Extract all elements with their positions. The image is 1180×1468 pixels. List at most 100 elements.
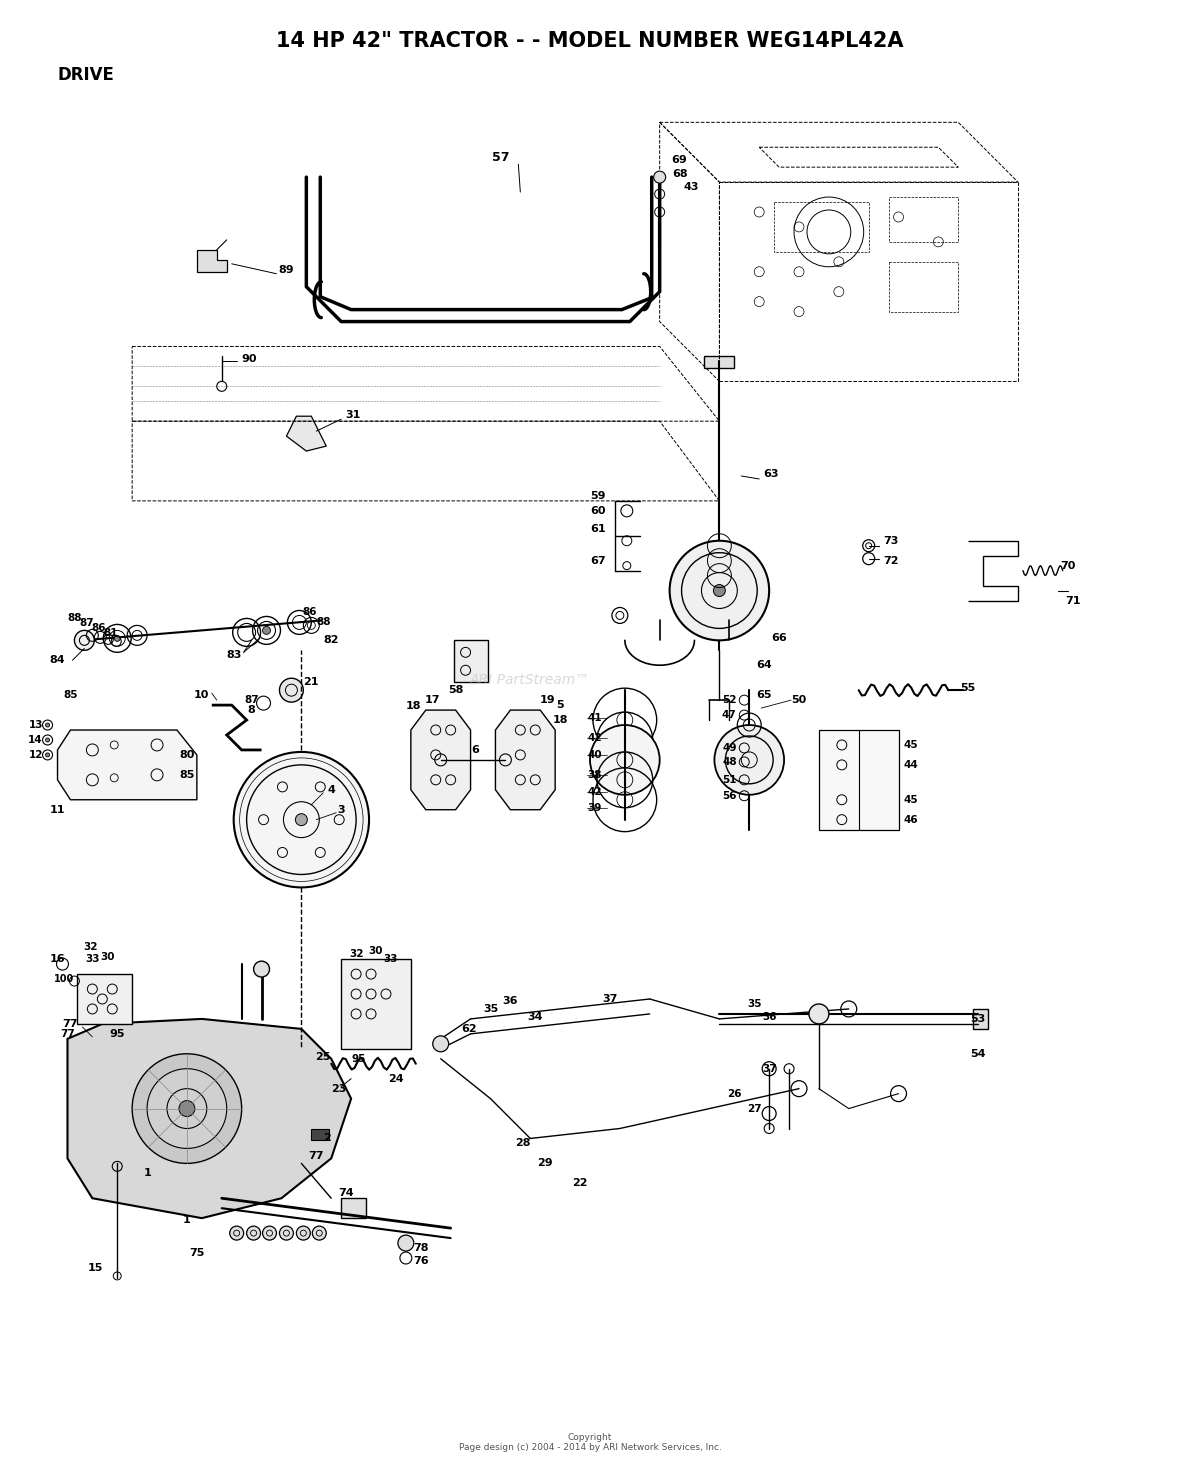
Text: ARI PartStream™: ARI PartStream™ xyxy=(470,674,590,687)
Circle shape xyxy=(398,1235,414,1251)
Text: 60: 60 xyxy=(590,506,605,515)
Circle shape xyxy=(313,1226,326,1240)
Text: 11: 11 xyxy=(50,804,65,815)
Text: 80: 80 xyxy=(179,750,195,760)
Text: 23: 23 xyxy=(332,1083,347,1094)
Circle shape xyxy=(230,1226,243,1240)
Text: 18: 18 xyxy=(552,715,568,725)
Circle shape xyxy=(295,813,307,825)
Text: 21: 21 xyxy=(303,677,319,687)
Text: 67: 67 xyxy=(590,556,605,565)
Bar xyxy=(704,357,734,368)
Bar xyxy=(341,1198,366,1218)
Text: 61: 61 xyxy=(590,524,605,534)
Text: 39: 39 xyxy=(588,803,602,813)
Text: 44: 44 xyxy=(903,760,918,769)
Text: 37: 37 xyxy=(602,994,617,1004)
Circle shape xyxy=(46,753,50,757)
Text: 40: 40 xyxy=(588,750,602,760)
Text: 52: 52 xyxy=(722,696,736,705)
Text: 26: 26 xyxy=(727,1089,741,1098)
Circle shape xyxy=(669,540,769,640)
Text: 16: 16 xyxy=(50,954,65,964)
Text: 22: 22 xyxy=(572,1179,588,1188)
Text: 75: 75 xyxy=(189,1248,204,1258)
Text: 88: 88 xyxy=(316,618,330,627)
Circle shape xyxy=(714,584,726,596)
Text: 85: 85 xyxy=(179,769,195,780)
Circle shape xyxy=(114,636,120,642)
Text: 13: 13 xyxy=(28,719,42,730)
Circle shape xyxy=(148,1069,227,1148)
Text: 47: 47 xyxy=(722,711,736,721)
Circle shape xyxy=(247,1226,261,1240)
Bar xyxy=(312,1129,329,1141)
Text: 54: 54 xyxy=(970,1048,986,1058)
Text: 36: 36 xyxy=(762,1011,776,1022)
Text: 15: 15 xyxy=(87,1262,103,1273)
Polygon shape xyxy=(411,711,471,810)
Text: 48: 48 xyxy=(722,757,736,766)
Text: 32: 32 xyxy=(83,942,98,953)
Polygon shape xyxy=(67,1019,352,1218)
Text: 56: 56 xyxy=(722,791,736,800)
Circle shape xyxy=(46,738,50,741)
Text: 29: 29 xyxy=(537,1158,553,1169)
Text: 4: 4 xyxy=(327,785,335,794)
Text: 6: 6 xyxy=(472,744,479,755)
Text: 86: 86 xyxy=(302,608,316,618)
Text: 78: 78 xyxy=(413,1243,428,1254)
Text: 31: 31 xyxy=(346,410,361,420)
Text: 14: 14 xyxy=(28,735,42,744)
Text: 41: 41 xyxy=(588,713,602,724)
Text: 82: 82 xyxy=(323,636,339,646)
Text: 63: 63 xyxy=(763,468,779,479)
Text: 100: 100 xyxy=(54,975,74,984)
Text: 19: 19 xyxy=(539,696,555,705)
Text: 69: 69 xyxy=(671,156,688,166)
Text: 27: 27 xyxy=(747,1104,761,1114)
Bar xyxy=(341,959,411,1048)
Text: 71: 71 xyxy=(1066,596,1081,605)
Circle shape xyxy=(179,1101,195,1117)
Text: 58: 58 xyxy=(448,686,464,696)
Text: 87: 87 xyxy=(79,618,93,628)
Text: 35: 35 xyxy=(483,1004,498,1014)
Text: 85: 85 xyxy=(64,690,78,700)
Text: 87: 87 xyxy=(244,696,258,705)
Bar xyxy=(78,975,132,1023)
Text: 10: 10 xyxy=(195,690,210,700)
Circle shape xyxy=(46,724,50,727)
Text: 81: 81 xyxy=(103,628,118,639)
Text: 25: 25 xyxy=(315,1051,330,1061)
Text: 95: 95 xyxy=(110,1029,125,1039)
Text: 14 HP 42" TRACTOR - - MODEL NUMBER WEG14PL42A: 14 HP 42" TRACTOR - - MODEL NUMBER WEG14… xyxy=(276,31,904,50)
Text: 28: 28 xyxy=(516,1139,531,1148)
Text: 86: 86 xyxy=(91,624,105,633)
Bar xyxy=(974,1009,988,1029)
Text: 42: 42 xyxy=(588,733,602,743)
Text: 42: 42 xyxy=(588,787,602,797)
Text: 1: 1 xyxy=(143,1169,151,1179)
Text: 43: 43 xyxy=(683,182,700,192)
Text: 36: 36 xyxy=(503,995,518,1006)
Circle shape xyxy=(262,1226,276,1240)
Text: 77: 77 xyxy=(308,1151,325,1161)
Circle shape xyxy=(296,1226,310,1240)
Text: 59: 59 xyxy=(590,490,605,501)
Text: 73: 73 xyxy=(883,536,898,546)
Text: 76: 76 xyxy=(413,1257,428,1265)
Circle shape xyxy=(262,627,270,634)
Text: 72: 72 xyxy=(883,556,898,565)
Text: 68: 68 xyxy=(671,169,688,179)
Text: 74: 74 xyxy=(339,1188,354,1198)
Text: 1: 1 xyxy=(183,1216,191,1226)
Text: 32: 32 xyxy=(349,950,363,959)
Text: 8: 8 xyxy=(248,705,256,715)
Text: 12: 12 xyxy=(28,750,42,760)
Polygon shape xyxy=(496,711,555,810)
Text: 84: 84 xyxy=(50,655,65,665)
Circle shape xyxy=(234,752,369,888)
Circle shape xyxy=(280,678,303,702)
Text: 51: 51 xyxy=(722,775,736,785)
